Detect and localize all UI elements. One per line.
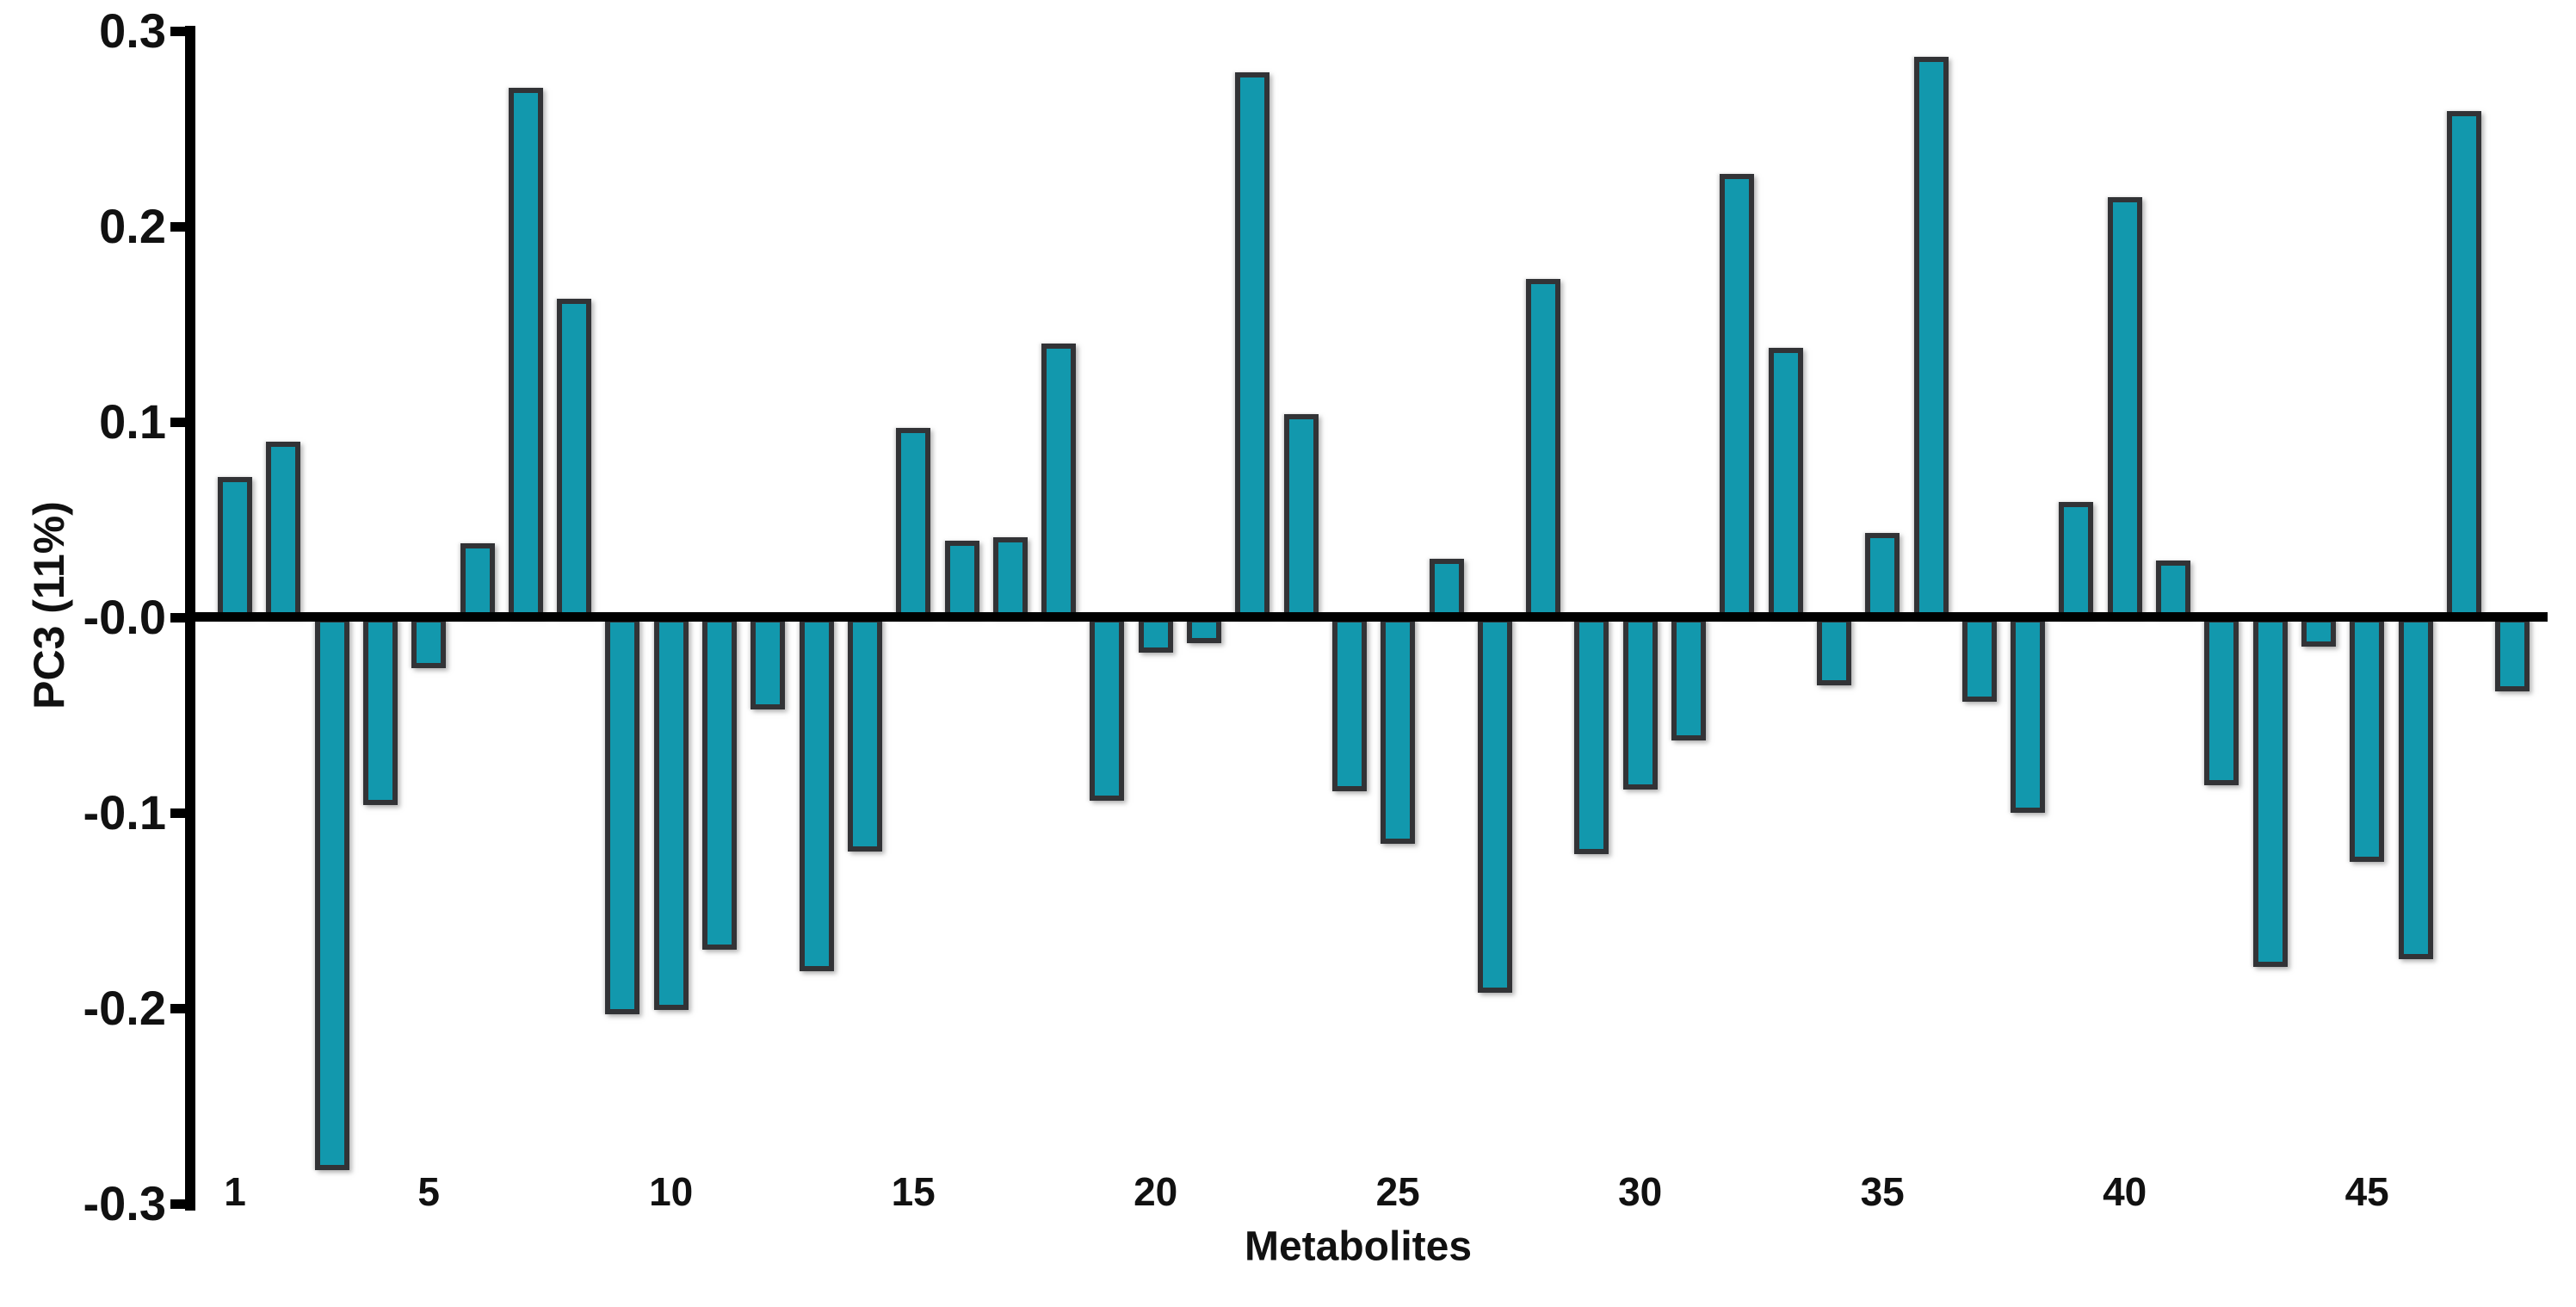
zero-baseline	[190, 612, 2548, 622]
y-tick-label--0.0: -0.0	[83, 590, 167, 644]
bar-metabolite-8	[557, 298, 592, 617]
x-tick-label-15: 15	[891, 1169, 936, 1214]
y-tick-label--0.3: -0.3	[83, 1176, 167, 1230]
bar-metabolite-37	[1961, 617, 1997, 702]
bar-metabolite-20	[1138, 617, 1173, 653]
bar-metabolite-9	[605, 617, 640, 1014]
y-tick-label--0.1: -0.1	[83, 785, 167, 839]
bar-metabolite-31	[1671, 617, 1706, 740]
y-tick-0.3	[170, 26, 185, 36]
bar-metabolite-6	[460, 542, 495, 617]
bar-metabolite-32	[1720, 173, 1755, 617]
bar-metabolite-22	[1235, 71, 1270, 617]
bar-metabolite-2	[266, 441, 301, 617]
bar-metabolite-15	[896, 427, 931, 617]
y-tick--0.1	[170, 808, 185, 818]
bar-metabolite-24	[1331, 617, 1367, 792]
bar-metabolite-26	[1429, 558, 1464, 617]
bar-metabolite-3	[314, 617, 349, 1171]
bar-metabolite-43	[2252, 617, 2288, 968]
y-tick-label-0.1: 0.1	[99, 394, 166, 449]
bar-metabolite-35	[1865, 533, 1900, 617]
bar-metabolite-27	[1477, 617, 1512, 993]
bar-metabolite-7	[508, 87, 543, 617]
bar-metabolite-13	[799, 617, 834, 971]
x-tick-label-20: 20	[1134, 1169, 1178, 1214]
bar-metabolite-5	[411, 617, 447, 669]
x-tick-label-10: 10	[649, 1169, 694, 1214]
bar-metabolite-28	[1526, 279, 1561, 617]
bar-metabolite-36	[1913, 56, 1949, 617]
bar-metabolite-16	[944, 541, 979, 617]
bar-metabolite-45	[2350, 617, 2385, 862]
bar-metabolite-10	[653, 617, 689, 1011]
y-tick-0.2	[170, 221, 185, 232]
bar-metabolite-46	[2398, 617, 2433, 960]
bar-metabolite-47	[2446, 111, 2481, 617]
bar-metabolite-33	[1768, 347, 1803, 617]
bar-metabolite-42	[2204, 617, 2239, 786]
bar-metabolite-40	[2107, 196, 2142, 617]
x-tick-label-1: 1	[224, 1169, 246, 1214]
x-tick-label-30: 30	[1618, 1169, 1663, 1214]
bar-metabolite-1	[218, 476, 252, 617]
y-tick-0.1	[170, 417, 185, 427]
bar-metabolite-23	[1283, 413, 1319, 617]
y-tick--0.3	[170, 1199, 185, 1209]
y-tick-label-0.2: 0.2	[99, 199, 166, 253]
bar-metabolite-4	[362, 617, 398, 805]
x-tick-label-45: 45	[2344, 1169, 2389, 1214]
x-tick-label-25: 25	[1375, 1169, 1420, 1214]
y-axis-line	[185, 26, 195, 1211]
bar-metabolite-19	[1090, 617, 1125, 802]
bar-metabolite-44	[2301, 617, 2336, 647]
bar-metabolite-11	[702, 617, 737, 950]
x-tick-label-5: 5	[417, 1169, 440, 1214]
y-tick--0.2	[170, 1003, 185, 1013]
bar-metabolite-14	[847, 617, 882, 852]
bar-metabolite-17	[992, 536, 1028, 617]
bar-metabolite-12	[751, 617, 786, 709]
x-tick-label-40: 40	[2103, 1169, 2147, 1214]
bar-metabolite-38	[2011, 617, 2046, 813]
y-tick-label--0.2: -0.2	[83, 981, 167, 1035]
bar-metabolite-29	[1574, 617, 1609, 854]
bar-metabolite-25	[1381, 617, 1416, 845]
bar-metabolite-41	[2156, 561, 2190, 617]
x-tick-label-35: 35	[1860, 1169, 1905, 1214]
bar-metabolite-34	[1816, 617, 1851, 686]
y-tick-label-0.3: 0.3	[99, 3, 166, 58]
bar-metabolite-30	[1622, 617, 1658, 790]
bar-metabolite-18	[1041, 344, 1077, 617]
y-tick--0.0	[170, 612, 185, 623]
bar-metabolite-48	[2495, 617, 2530, 692]
x-axis-title: Metabolites	[1244, 1223, 1473, 1270]
bar-metabolite-39	[2059, 502, 2094, 617]
